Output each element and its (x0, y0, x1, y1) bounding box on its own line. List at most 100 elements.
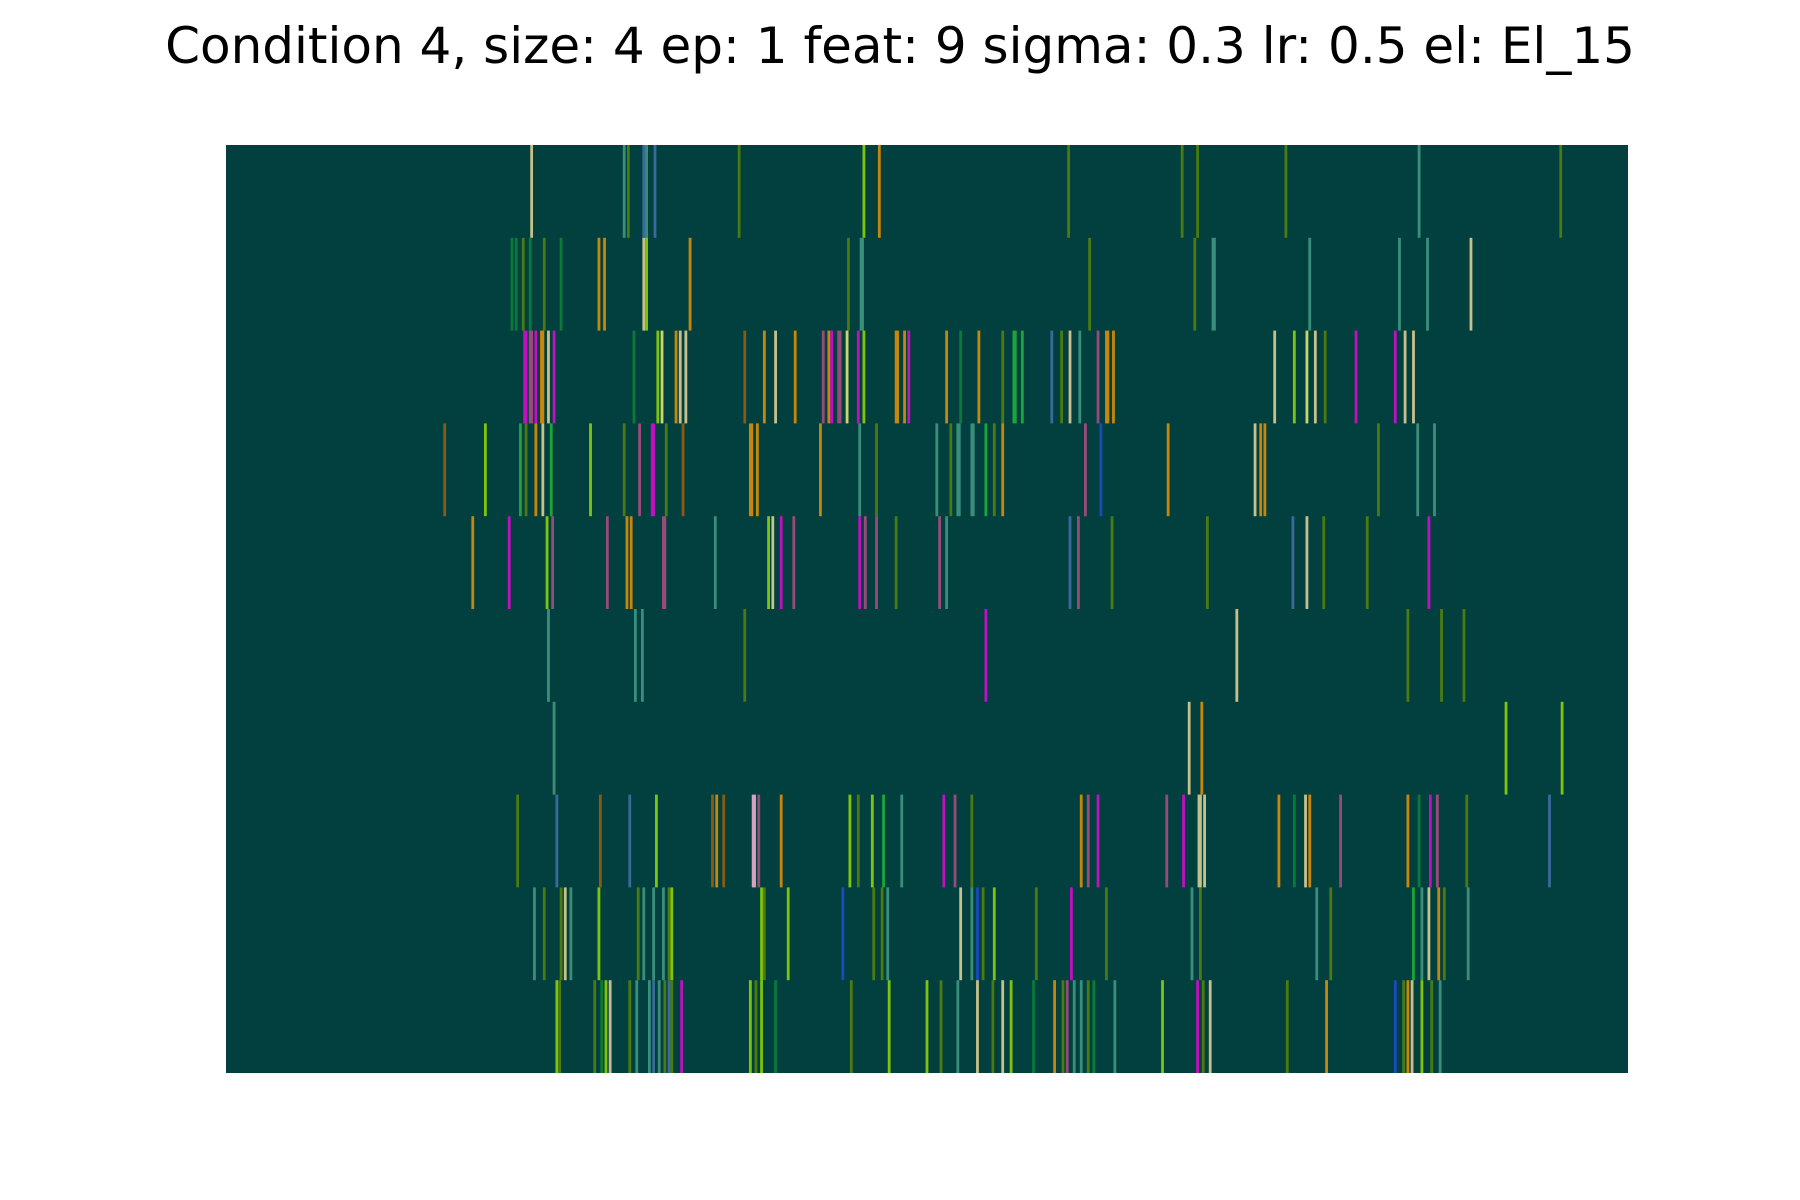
heatmap-cell (1105, 330, 1110, 424)
heatmap-cell (872, 887, 876, 981)
heatmap-cell (903, 330, 906, 424)
heatmap-cell (597, 887, 601, 981)
heatmap-cell (528, 237, 532, 331)
heatmap-cell (664, 423, 668, 517)
heatmap-cell (1325, 980, 1328, 1073)
heatmap-cell (559, 887, 563, 981)
heatmap-cell (771, 516, 775, 609)
heatmap-cell (779, 516, 783, 609)
heatmap-cell (959, 887, 963, 981)
heatmap-cell (1412, 330, 1415, 424)
heatmap-cell (1072, 980, 1076, 1073)
heatmap-cell (984, 423, 988, 517)
heatmap-cell (542, 887, 546, 981)
heatmap-cell (863, 516, 867, 609)
heatmap-cell (949, 423, 953, 517)
heatmap-cell (1560, 701, 1564, 795)
heatmap-cell (608, 980, 612, 1073)
heatmap-cell (858, 516, 862, 609)
heatmap-cell (670, 980, 674, 1073)
heatmap-cell (1440, 609, 1443, 702)
heatmap-cell (1285, 980, 1289, 1073)
heatmap-cell (760, 887, 763, 981)
heatmap-cell (1198, 887, 1202, 981)
heatmap-cell (887, 980, 891, 1073)
heatmap-cell (652, 980, 656, 1073)
heatmap-cell (953, 794, 957, 888)
heatmap-cell (598, 794, 602, 888)
heatmap-cell (819, 423, 822, 517)
heatmap-cell (827, 330, 831, 424)
heatmap-cell (483, 423, 487, 517)
heatmap-cell (992, 887, 996, 981)
heatmap-cell (1200, 701, 1204, 795)
heatmap-cell (841, 887, 845, 981)
heatmap-cell (760, 980, 763, 1073)
heatmap-cell (1201, 980, 1205, 1073)
heatmap-cell (521, 237, 525, 331)
heatmap-cell (1196, 980, 1199, 1073)
heatmap-cell (1096, 794, 1100, 888)
heatmap-cell (547, 609, 550, 702)
heatmap-cell (633, 609, 637, 702)
heatmap-cell (984, 609, 988, 702)
heatmap-cell (1253, 423, 1257, 517)
heatmap-cell (642, 887, 646, 981)
heatmap-cell (792, 516, 796, 609)
heatmap-cell (555, 980, 559, 1073)
heatmap-cell (642, 237, 646, 331)
heatmap-cell (1105, 887, 1108, 981)
heatmap-cell (894, 330, 899, 424)
heatmap-cell (1313, 330, 1317, 424)
heatmap-cell (858, 423, 862, 517)
heatmap-cell (845, 330, 849, 424)
heatmap-cell (1417, 794, 1421, 888)
heatmap-cell (541, 423, 545, 517)
heatmap-cell (628, 980, 632, 1073)
heatmap-cell (837, 330, 842, 424)
heatmap-cell (1427, 887, 1431, 981)
heatmap-cell (629, 516, 633, 609)
heatmap-cell (670, 887, 674, 981)
heatmap-cell (1435, 794, 1439, 888)
heatmap-cell (875, 516, 878, 609)
heatmap-cell (1032, 980, 1035, 1073)
heatmap-cell (597, 237, 601, 331)
heatmap-cell (1406, 794, 1410, 888)
heatmap-cell (640, 609, 644, 702)
heatmap-cell (622, 145, 626, 238)
heatmap-cell (542, 237, 546, 331)
heatmap-cell (748, 980, 752, 1073)
heatmap-cell (774, 980, 777, 1073)
heatmap-cell (737, 145, 741, 238)
heatmap-cell (1067, 145, 1070, 238)
heatmap-cell (589, 423, 592, 517)
heatmap-cell (862, 330, 866, 424)
heatmap-cell (1315, 887, 1319, 981)
heatmap-cell (774, 330, 777, 424)
heatmap-cell (1203, 794, 1206, 888)
heatmap-cell (1206, 516, 1209, 609)
heatmap-cell (1079, 980, 1083, 1073)
heatmap-cell (1393, 980, 1397, 1073)
heatmap-cell (1208, 980, 1212, 1073)
heatmap-background (226, 145, 1628, 1073)
heatmap-cell (552, 330, 556, 424)
heatmap-cell (674, 330, 678, 424)
heatmap-cell (1112, 330, 1115, 424)
heatmap-cell (1113, 980, 1117, 1073)
heatmap-cell (1273, 330, 1277, 424)
heatmap-cell (657, 980, 661, 1073)
heatmap-cell (545, 516, 549, 609)
heatmap-cell (559, 237, 563, 331)
heatmap-cell (1263, 423, 1267, 517)
heatmap-cell (528, 330, 534, 424)
heatmap-cell (1070, 887, 1073, 981)
heatmap-cell (1559, 145, 1563, 238)
heatmap-cell (1428, 794, 1432, 888)
heatmap-cell (925, 980, 929, 1073)
heatmap-cell (1020, 330, 1024, 424)
heatmap-cell (552, 701, 556, 795)
heatmap-cell (638, 423, 641, 517)
heatmap-cell (680, 980, 684, 1073)
